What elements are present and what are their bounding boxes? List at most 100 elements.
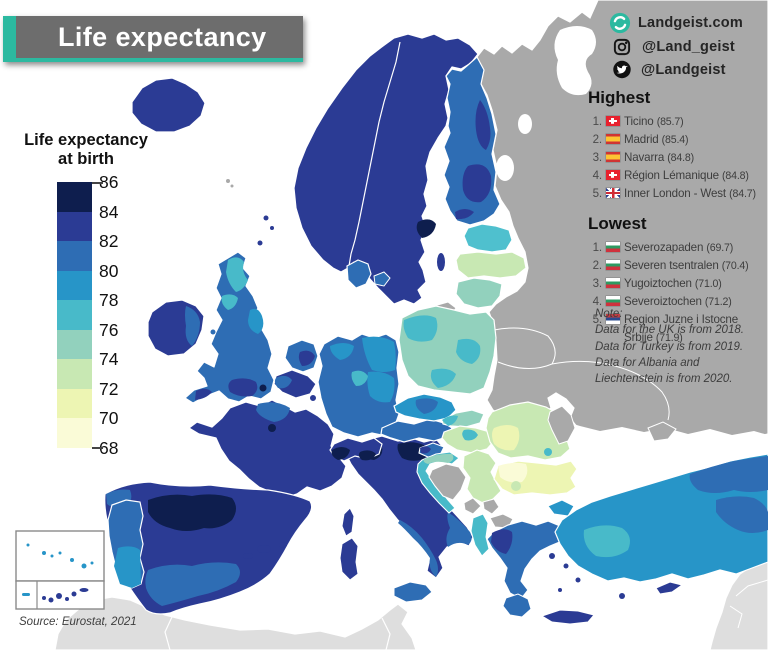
africa-border-line — [164, 616, 173, 650]
region-belgium-west — [274, 375, 292, 389]
legend-band — [57, 388, 92, 418]
region-isle-of-man — [210, 329, 216, 335]
data-note: Note: Data for the UK is from 2018. Data… — [595, 308, 744, 386]
region-sicily — [393, 581, 433, 603]
list-item: 2. Madrid (85.4) — [588, 131, 768, 149]
region-severozapaden — [498, 462, 528, 483]
page-title: Life expectancy — [58, 22, 267, 52]
region-turkey-central — [583, 525, 630, 558]
region-canary-islands — [42, 588, 89, 603]
region-sardinia — [339, 537, 359, 581]
title-accent-bar — [3, 16, 16, 62]
region-value: (85.4) — [661, 133, 689, 146]
legend-color-scale: 86 84 82 80 78 76 74 72 70 68 — [57, 172, 118, 458]
region-denmark-island — [373, 271, 391, 287]
lowest-list: 1. Severozapaden (69.7) 2. Severen tsentra… — [588, 239, 768, 347]
region-inner-london — [259, 384, 267, 392]
legend-tick-label: 84 — [99, 201, 119, 222]
rank-number: 4. — [592, 168, 603, 182]
region-ireland-east — [185, 306, 200, 346]
region-turkey-east — [716, 496, 768, 533]
legend-tick-label: 80 — [99, 260, 119, 281]
island-insets — [15, 530, 105, 610]
lake-onega — [518, 114, 532, 134]
legend-band — [57, 329, 92, 359]
legend-tick-label: 70 — [99, 408, 119, 428]
region-england-north — [248, 308, 264, 334]
africa-border-line-2 — [381, 617, 391, 650]
legend-title-line1: Life expectancy — [24, 131, 148, 149]
region-germany-central-teal — [351, 370, 368, 386]
legend-band — [57, 241, 92, 271]
region-value: (84.7) — [729, 187, 756, 200]
region-turkey-northeast — [689, 456, 768, 493]
bulgaria-flag-icon — [606, 259, 620, 270]
region-gotland — [437, 253, 445, 271]
region-finland-helsinki — [455, 209, 474, 220]
region-italy-northeast — [397, 442, 427, 461]
legend-title-line2: at birth — [58, 150, 114, 169]
region-name: Severozapaden — [624, 240, 704, 254]
region-germany-east — [367, 371, 395, 403]
region-serbia — [462, 449, 502, 504]
region-sofia — [511, 481, 521, 491]
region-estonia — [463, 223, 513, 253]
switzerland-flag-icon — [606, 169, 620, 180]
list-item: 1. Ticino (85.7) — [588, 113, 768, 131]
spain-flag-icon — [606, 133, 620, 144]
serbia-flag-icon — [606, 313, 620, 324]
region-crimea — [647, 421, 677, 442]
region-croatia-north — [423, 453, 454, 464]
list-item: 5. Region Juzne i Istocne Srbije (71.9) — [588, 311, 768, 347]
region-name: Madrid — [624, 132, 659, 146]
twitter-row: @Landgeist — [609, 60, 743, 79]
region-budapest — [462, 429, 478, 441]
legend-band — [57, 359, 92, 389]
region-name: Region Juzne i Istocne Srbije — [624, 312, 738, 344]
highest-header: Highest — [588, 88, 651, 107]
website-row: Landgeist.com — [609, 12, 743, 34]
region-finland-south — [462, 164, 492, 203]
landgeist-logo-icon — [609, 12, 631, 34]
region-romania-west — [492, 425, 520, 451]
region-north-macedonia — [489, 513, 514, 529]
region-finland-east — [475, 100, 491, 150]
list-item: 1. Severozapaden (69.7) — [588, 239, 768, 257]
rank-number: 2. — [592, 132, 603, 146]
region-latvia — [455, 251, 527, 279]
region-bucharest — [544, 448, 552, 456]
rank-number: 5. — [592, 312, 603, 326]
rank-number: 3. — [592, 276, 603, 290]
region-france-north — [256, 402, 290, 422]
white-sea — [554, 26, 596, 96]
region-name: Ticino — [624, 115, 654, 128]
legend-tick-label: 68 — [99, 437, 119, 458]
source-credit: Source: Eurostat, 2021 — [19, 616, 137, 628]
region-scotland-south — [221, 294, 238, 310]
region-great-britain — [184, 251, 275, 404]
region-leman — [331, 447, 350, 460]
region-luxembourg — [309, 394, 317, 402]
rank-number: 1. — [592, 240, 603, 254]
region-poland-center-east — [456, 338, 481, 364]
list-item: 3. Yugoiztochen (71.0) — [588, 275, 768, 293]
region-stockholm — [416, 219, 436, 238]
bulgaria-flag-icon — [606, 241, 620, 252]
region-montenegro — [463, 497, 482, 515]
twitter-label: @Landgeist — [641, 61, 726, 78]
region-bosnia-herzegovina — [428, 463, 467, 501]
region-puglia — [446, 512, 472, 547]
region-cornwall — [195, 388, 212, 400]
region-name: Severoiztochen — [624, 294, 702, 308]
region-name: Région Lémanique — [624, 168, 719, 182]
region-turkey-thrace — [547, 499, 575, 517]
region-prague — [415, 398, 438, 414]
region-peloponnese — [502, 593, 532, 618]
legend-tick-label: 76 — [99, 319, 119, 340]
region-denmark — [346, 259, 372, 289]
region-shetland-islands — [257, 215, 274, 246]
region-england-southwest — [228, 378, 258, 397]
region-albania — [470, 513, 490, 557]
